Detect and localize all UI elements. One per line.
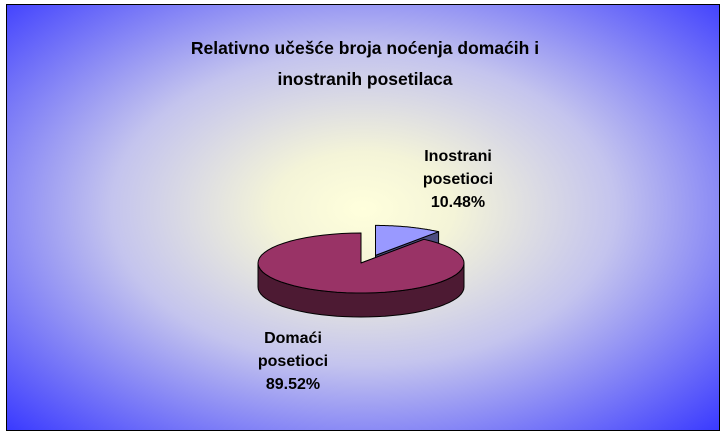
chart: Relativno učešće broja noćenja domaćih i… [6,4,720,431]
data-label-value: 89.52% [265,376,321,393]
data-label-value: 10.48% [430,194,486,211]
slice [375,224,440,256]
chart-title: Relativno učešće broja noćenja domaćih i… [190,38,540,89]
slice [257,232,465,294]
data-label-category: Domaći posetioci [257,330,329,370]
pie-area [257,224,465,318]
data-label-category: Inostrani posetioci [422,148,494,188]
